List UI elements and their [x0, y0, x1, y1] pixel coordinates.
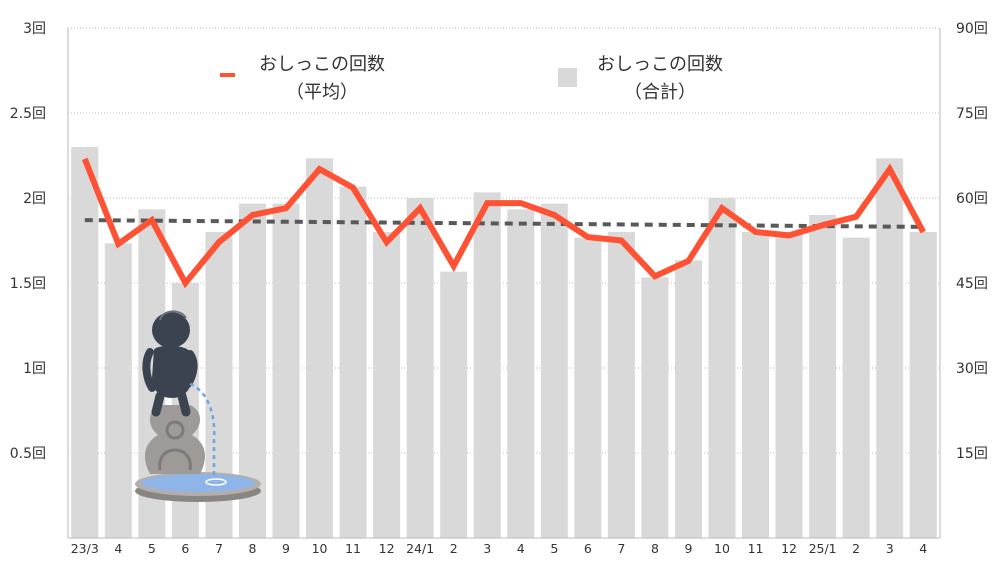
left-tick-label-1: 1回: [23, 361, 46, 377]
bar-8: [339, 186, 367, 538]
left-tick-label-3: 2回: [23, 191, 46, 207]
x-tick-label-5: 8: [248, 541, 256, 556]
left-tick-label-5: 3回: [23, 21, 46, 37]
bar-7: [306, 158, 334, 539]
x-tick-label-24: 3: [886, 541, 894, 556]
x-tick-label-12: 3: [483, 541, 491, 556]
x-tick-label-23: 2: [852, 541, 860, 556]
legend: おしっこの回数 （平均） おしっこの回数 （合計）: [220, 54, 723, 103]
x-tick-label-7: 10: [312, 541, 328, 556]
x-tick-label-3: 6: [181, 541, 189, 556]
bar-21: [775, 232, 803, 538]
bar-13: [507, 209, 535, 539]
left-tick-label-0: 0.5回: [10, 446, 46, 462]
x-tick-label-16: 7: [617, 541, 625, 556]
bar-18: [674, 260, 702, 538]
x-tick-label-14: 5: [550, 541, 558, 556]
right-tick-label-3: 60回: [956, 191, 988, 207]
x-tick-label-15: 6: [584, 541, 592, 556]
x-tick-label-9: 12: [379, 541, 395, 556]
x-tick-labels: 23/3 4 5 6 7 8 9 10 11 12 24/1 2 3 4 5 6 7 8 9 10 11 12 25/1 2 3…: [71, 541, 928, 556]
bar-25: [909, 232, 937, 538]
axes: 0.5回 1回 1.5回 2回 2.5回 3回 15回 30回 45回 60回 75回 90回: [10, 21, 988, 539]
left-tick-label-2: 1.5回: [10, 276, 46, 292]
bar-0: [71, 147, 99, 538]
legend-bar-label: おしっこの回数: [597, 54, 723, 75]
x-tick-label-13: 4: [517, 541, 525, 556]
x-tick-label-18: 9: [684, 541, 692, 556]
bar-16: [607, 232, 635, 538]
x-tick-label-10: 24/1: [406, 541, 434, 556]
average-line: [81, 157, 926, 289]
bar-9: [373, 232, 401, 538]
bar-23: [842, 237, 870, 538]
x-tick-label-6: 9: [282, 541, 290, 556]
legend-line-sublabel: （平均）: [286, 82, 358, 103]
bar-14: [540, 203, 568, 538]
x-tick-label-19: 10: [714, 541, 730, 556]
x-tick-label-11: 2: [450, 541, 458, 556]
x-tick-label-4: 7: [215, 541, 223, 556]
bar-19: [708, 198, 736, 538]
bar-22: [809, 215, 837, 538]
right-tick-label-2: 45回: [956, 276, 988, 292]
x-tick-label-2: 5: [148, 541, 156, 556]
bar-11: [440, 271, 468, 538]
right-tick-label-0: 15回: [956, 446, 988, 462]
x-tick-label-20: 11: [748, 541, 764, 556]
x-tick-label-25: 4: [919, 541, 927, 556]
bar-12: [473, 192, 501, 539]
legend-line-swatch: [220, 73, 235, 77]
x-tick-label-8: 11: [345, 541, 361, 556]
trendline-path: [84, 218, 924, 229]
bar-1: [104, 243, 132, 539]
x-tick-label-17: 8: [651, 541, 659, 556]
average-line-series: [81, 157, 926, 289]
x-tick-label-0: 23/3: [71, 541, 99, 556]
bar-17: [641, 277, 669, 538]
trendline: [84, 218, 924, 229]
legend-line-label: おしっこの回数: [259, 54, 385, 75]
right-tick-label-5: 90回: [956, 21, 988, 37]
bar-20: [742, 232, 770, 538]
bar-24: [876, 158, 904, 539]
left-tick-label-4: 2.5回: [10, 106, 46, 122]
bar-15: [574, 237, 602, 538]
bar-6: [272, 203, 300, 538]
right-tick-label-4: 75回: [956, 106, 988, 122]
legend-bar-sublabel: （合計）: [624, 82, 696, 103]
right-tick-label-1: 30回: [956, 361, 988, 377]
legend-bar-swatch: [558, 68, 577, 87]
x-tick-label-22: 25/1: [809, 541, 837, 556]
x-tick-label-21: 12: [781, 541, 797, 556]
peeing-boy-statue-icon: [135, 310, 261, 502]
x-tick-label-1: 4: [114, 541, 122, 556]
bar-10: [406, 198, 434, 538]
